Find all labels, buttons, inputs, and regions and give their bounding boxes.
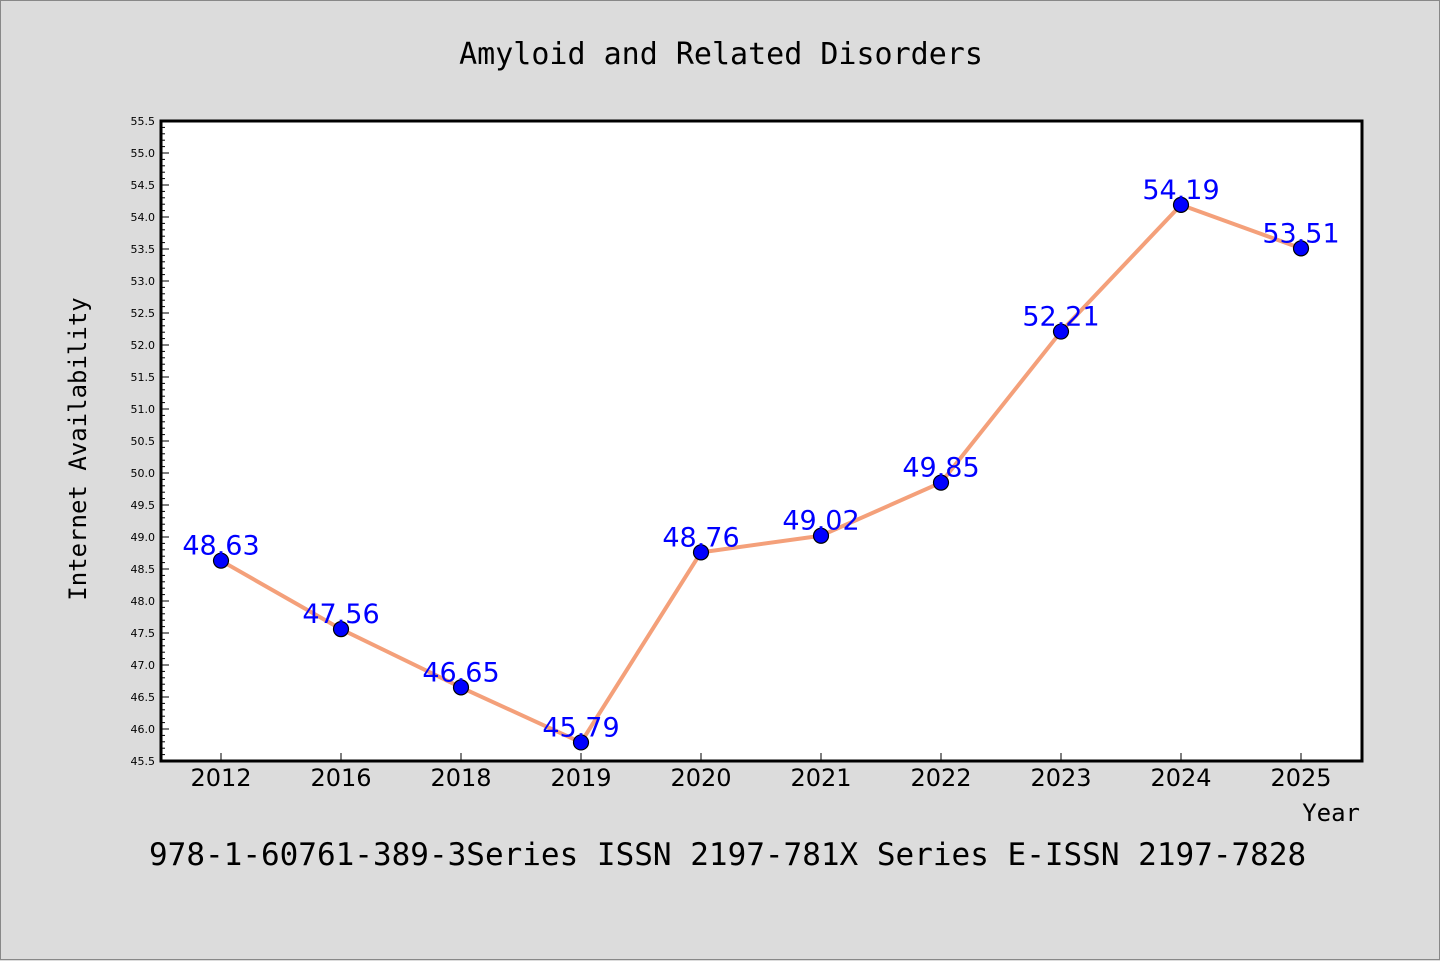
chart-title: Amyloid and Related Disorders	[459, 37, 983, 72]
data-label: 45.79	[542, 712, 619, 743]
y-tick-label: 47.0	[131, 659, 156, 672]
y-tick-label: 46.5	[131, 691, 156, 704]
y-axis-label: Internet Availability	[64, 297, 92, 600]
x-tick-label: 2016	[310, 764, 371, 792]
x-tick-label: 2018	[430, 764, 491, 792]
data-point	[1172, 196, 1190, 213]
line-segment	[819, 480, 943, 538]
data-point	[332, 621, 350, 638]
y-axis: 45.5 46.0 46.5 47.0 47.5 48.0 48.5 49.0 49.5 50.0…	[131, 115, 169, 768]
series-line	[219, 202, 1303, 745]
y-tick-label: 53.0	[131, 275, 156, 288]
y-tick-label: 48.5	[131, 563, 156, 576]
x-axis-label: Year	[1302, 799, 1360, 827]
x-tick-label: 2022	[910, 764, 971, 792]
y-tick-label: 55.0	[131, 147, 156, 160]
y-tick-label: 49.0	[131, 531, 156, 544]
line-segment	[939, 329, 1063, 485]
data-label: 49.85	[902, 453, 979, 484]
y-tick-label: 50.5	[131, 435, 156, 448]
line-segment	[699, 533, 823, 555]
data-label: 47.56	[302, 599, 379, 630]
data-point	[1052, 323, 1070, 340]
plot-area	[159, 119, 1364, 763]
data-labels: 48.63 47.56 46.65 45.79 48.76 49.02 49.85 52.21…	[182, 175, 1339, 744]
footer-text: 978-1-60761-389-3Series ISSN 2197-781X S…	[149, 837, 1306, 873]
y-tick-label: 54.0	[131, 211, 156, 224]
data-label: 53.51	[1262, 218, 1339, 249]
y-tick-label: 46.0	[131, 723, 156, 736]
data-point	[572, 734, 590, 751]
data-label: 54.19	[1142, 175, 1219, 206]
x-tick-label: 2020	[670, 764, 731, 792]
y-tick-label: 50.0	[131, 467, 156, 480]
x-tick-label: 2025	[1270, 764, 1331, 792]
x-tick-label: 2019	[550, 764, 611, 792]
y-tick-label: 48.0	[131, 595, 156, 608]
data-label: 49.02	[782, 506, 859, 537]
x-tick-label: 2012	[190, 764, 251, 792]
y-tick-label: 47.5	[131, 627, 156, 640]
x-tick-label: 2023	[1030, 764, 1091, 792]
data-label: 48.76	[662, 522, 739, 553]
y-tick-label: 54.5	[131, 179, 156, 192]
data-point	[212, 552, 230, 569]
x-axis: 2012 2016 2018 2019 2020 2021 2022 2023 2024 2025	[190, 753, 1332, 792]
y-tick-label: 51.0	[131, 403, 156, 416]
data-point	[452, 679, 470, 696]
y-tick-label: 45.5	[131, 755, 156, 768]
data-label: 48.63	[182, 531, 259, 562]
y-tick-label: 49.5	[131, 499, 156, 512]
data-point	[932, 474, 950, 491]
line-segment	[459, 685, 583, 745]
data-label: 46.65	[422, 657, 499, 688]
y-tick-label: 53.5	[131, 243, 156, 256]
x-tick-label: 2021	[790, 764, 851, 792]
data-point	[692, 544, 710, 561]
x-tick-label: 2024	[1150, 764, 1211, 792]
y-tick-label: 52.5	[131, 307, 156, 320]
line-segment	[339, 627, 463, 690]
line-segment	[219, 558, 343, 632]
series-markers	[212, 196, 1310, 751]
line-segment	[1179, 202, 1303, 251]
data-point	[812, 527, 830, 544]
y-tick-label: 55.5	[131, 115, 156, 128]
data-point	[1292, 240, 1310, 257]
y-tick-label: 52.0	[131, 339, 156, 352]
line-segment	[1059, 202, 1183, 334]
line-segment	[579, 550, 703, 745]
y-tick-label: 51.5	[131, 371, 156, 384]
data-label: 52.21	[1022, 302, 1099, 333]
